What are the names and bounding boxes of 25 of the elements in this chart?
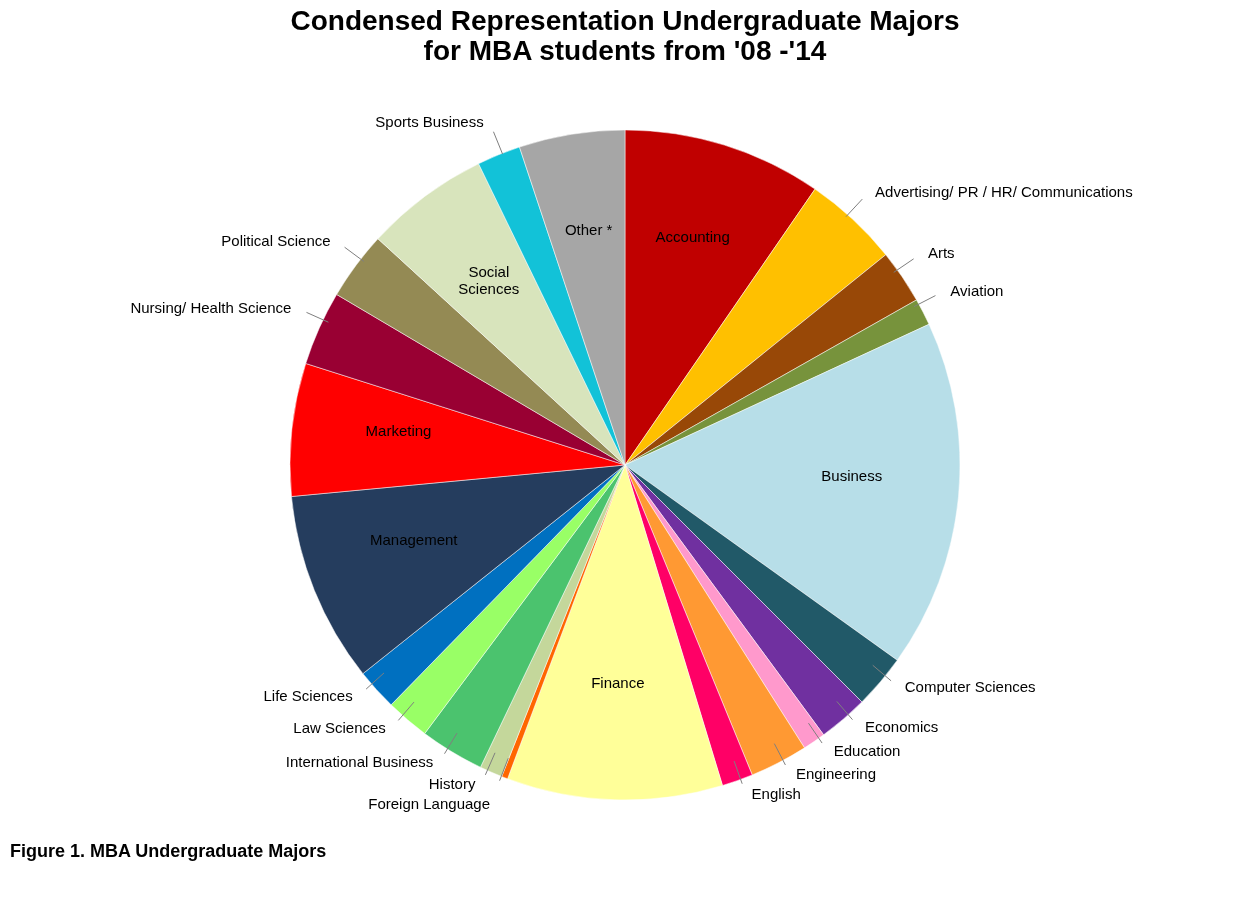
slice-label: Engineering bbox=[795, 764, 877, 782]
slice-label: Economics bbox=[865, 718, 939, 736]
slice-label: Law Sciences bbox=[293, 718, 386, 736]
slice-label: Nursing/ Health Science bbox=[130, 299, 292, 317]
slice-label: Education bbox=[833, 742, 901, 760]
slice-label: Arts bbox=[927, 244, 955, 262]
slice-label: Business bbox=[821, 467, 883, 485]
chart-title: Condensed Representation Undergraduate Majors for MBA students from '08 -'14 bbox=[290, 5, 960, 66]
slice-label: Social Sciences bbox=[458, 263, 520, 298]
slice-label: Other * bbox=[564, 221, 613, 239]
slice-label: Foreign Language bbox=[368, 795, 490, 813]
slice-label: Sports Business bbox=[375, 113, 484, 131]
caption: Figure 1. MBA Undergraduate Majors bbox=[10, 841, 327, 861]
slice-label: Advertising/ PR / HR/ Communications bbox=[875, 182, 1133, 200]
slice-label: International Business bbox=[285, 753, 434, 771]
slice-label: English bbox=[751, 784, 801, 802]
slice-label: Finance bbox=[591, 673, 645, 691]
slice-label: Life Sciences bbox=[263, 686, 353, 704]
slice-label: Computer Sciences bbox=[904, 678, 1036, 696]
slice-label: Political Science bbox=[221, 232, 331, 250]
slice-label: Management bbox=[369, 531, 459, 549]
slice-label: Aviation bbox=[950, 282, 1004, 300]
slice-label: Marketing bbox=[365, 421, 432, 439]
slice-label: History bbox=[428, 775, 476, 793]
slice-label: Accounting bbox=[655, 228, 730, 246]
